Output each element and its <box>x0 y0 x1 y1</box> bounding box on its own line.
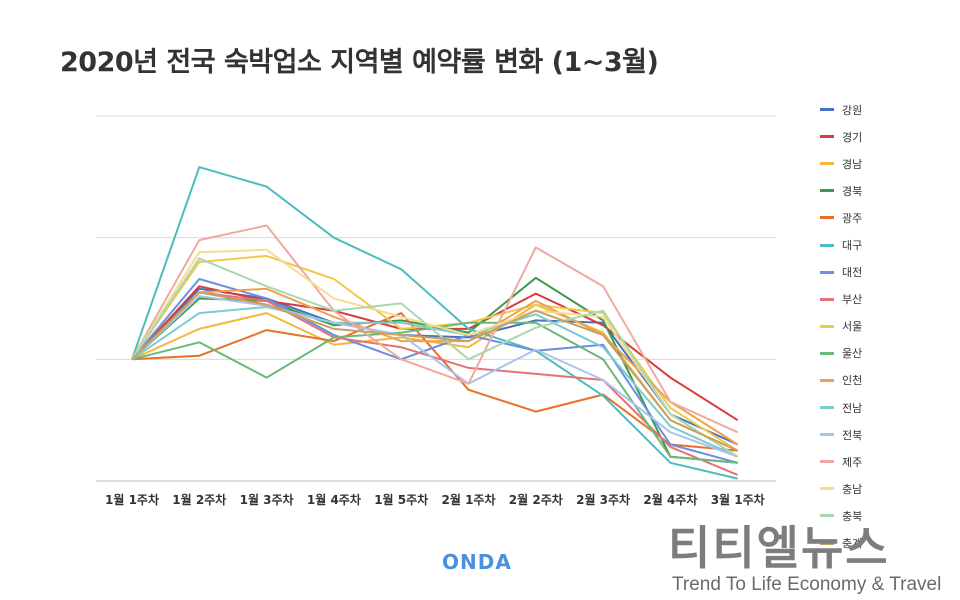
legend-swatch <box>820 270 834 274</box>
legend-label: 제주 <box>842 455 863 469</box>
legend-label: 충계 <box>842 537 863 551</box>
series-line-대구 <box>131 166 738 480</box>
legend-label: 전북 <box>842 428 863 442</box>
legend-label: 경북 <box>842 184 863 198</box>
legend-swatch <box>820 135 834 139</box>
legend-item: 충북 <box>820 502 940 529</box>
legend-swatch <box>820 162 834 166</box>
x-axis: 1월 1주차 1월 2주차 1월 3주차 1월 4주차 1월 5주차 2월 1주차 2월 2… <box>105 492 765 507</box>
brand-logo: ONDA <box>442 550 512 574</box>
legend-swatch <box>820 433 834 437</box>
legend-swatch <box>820 297 834 301</box>
series-line-충남 <box>131 248 739 458</box>
series-line-대전 <box>131 278 738 464</box>
series-line-울산 <box>131 321 738 464</box>
x-tick-label: 2월 3주차 <box>576 492 630 507</box>
legend-item: 경남 <box>820 150 940 177</box>
x-tick-label: 1월 3주차 <box>240 492 294 507</box>
x-tick-label: 2월 2주차 <box>509 492 563 507</box>
legend-item: 충남 <box>820 475 940 502</box>
chart-title: 2020년 전국 숙박업소 지역별 예약률 변화 (1~3월) <box>60 47 659 78</box>
legend-label: 강원 <box>842 103 863 117</box>
legend-item: 인천 <box>820 367 940 394</box>
legend-label: 경남 <box>842 157 863 171</box>
series-line-충북 <box>131 257 739 458</box>
legend-label: 서울 <box>842 320 863 334</box>
series-line-제주 <box>131 224 739 434</box>
legend-label: 경기 <box>842 130 863 144</box>
legend-item: 대구 <box>820 231 940 258</box>
series-lines <box>131 166 739 480</box>
x-tick-label: 1월 4주차 <box>307 492 361 507</box>
legend-swatch <box>820 541 834 545</box>
legend-label: 충북 <box>842 509 863 523</box>
legend-label: 충남 <box>842 482 863 496</box>
x-tick-label: 2월 1주차 <box>442 492 496 507</box>
legend-item: 경기 <box>820 123 940 150</box>
series-line-광주 <box>131 312 738 452</box>
series-line-경북 <box>131 276 738 464</box>
legend-swatch <box>820 108 834 112</box>
legend-swatch <box>820 189 834 193</box>
legend-label: 전남 <box>842 401 863 415</box>
legend-label: 대구 <box>842 239 863 253</box>
legend-swatch <box>820 487 834 491</box>
series-line-부산 <box>131 291 739 476</box>
legend-swatch <box>820 243 834 247</box>
legend-label: 광주 <box>842 211 863 225</box>
x-tick-label: 1월 1주차 <box>105 492 159 507</box>
watermark-title: 티티엘뉴스 <box>668 521 890 575</box>
legend-item: 제주 <box>820 448 940 475</box>
legend-label: 부산 <box>842 293 863 307</box>
legend-item: 광주 <box>820 204 940 231</box>
legend-swatch <box>820 351 834 355</box>
x-tick-label: 1월 2주차 <box>172 492 226 507</box>
legend-swatch <box>820 514 834 518</box>
x-tick-label: 1월 5주차 <box>374 492 428 507</box>
legend-label: 인천 <box>842 374 863 388</box>
legend-item: 울산 <box>820 340 940 367</box>
legend-item: 강원 <box>820 96 940 123</box>
legend-item: 서울 <box>820 313 940 340</box>
legend-item: 대전 <box>820 259 940 286</box>
series-line-전북 <box>131 295 739 458</box>
legend-swatch <box>820 406 834 410</box>
x-tick-label: 3월 1주차 <box>711 492 765 507</box>
series-line-전남 <box>131 306 739 458</box>
series-line-인천 <box>131 287 739 446</box>
legend-label: 대전 <box>842 266 863 280</box>
legend-swatch <box>820 324 834 328</box>
legend-swatch <box>820 460 834 464</box>
legend-item: 전북 <box>820 421 940 448</box>
x-tick-label: 2월 4주차 <box>643 492 697 507</box>
legend-item: 부산 <box>820 286 940 313</box>
legend-item: 충계 <box>820 530 940 557</box>
legend-swatch <box>820 378 834 382</box>
legend-item: 전남 <box>820 394 940 421</box>
series-line-충계 <box>131 291 739 452</box>
legend-label: 울산 <box>842 347 863 361</box>
watermark-subtitle: Trend To Life Economy & Travel <box>672 574 942 595</box>
legend-item: 경북 <box>820 177 940 204</box>
legend-swatch <box>820 216 834 220</box>
